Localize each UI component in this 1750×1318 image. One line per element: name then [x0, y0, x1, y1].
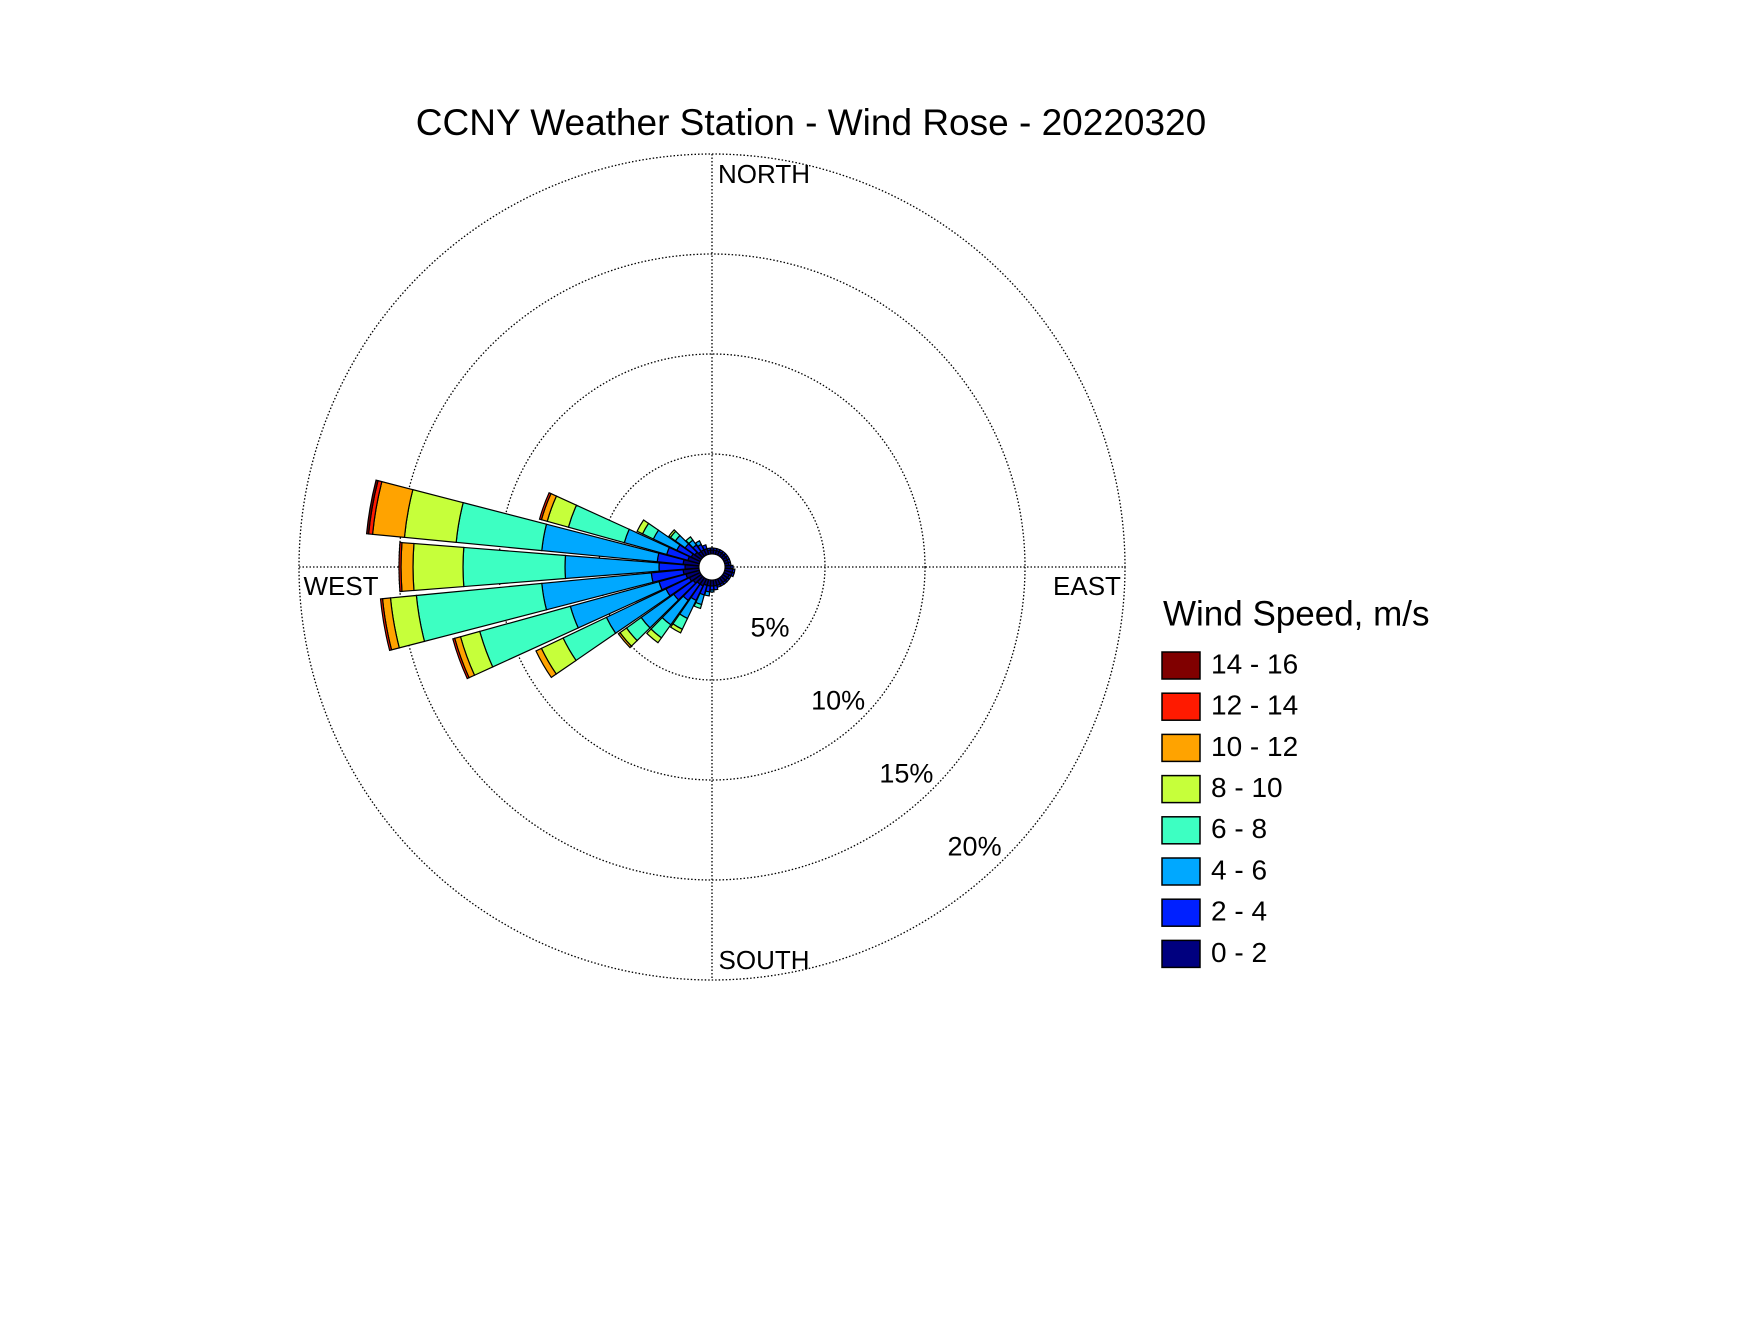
legend-swatch: [1162, 858, 1200, 885]
legend-swatch: [1162, 817, 1200, 844]
legend-label: 8 - 10: [1211, 772, 1283, 803]
legend-label: 2 - 4: [1211, 896, 1267, 927]
direction-label: NORTH: [718, 159, 810, 189]
wind-sector: [413, 544, 464, 591]
legend-swatch: [1162, 899, 1200, 926]
wind-sector: [711, 548, 714, 550]
wind-sector: [731, 565, 733, 568]
legend-swatch: [1162, 652, 1200, 679]
wind-sector: [702, 545, 706, 550]
legend-label: 6 - 8: [1211, 813, 1267, 844]
legend-swatch: [1162, 776, 1200, 803]
legend-label: 14 - 16: [1211, 648, 1298, 679]
wind-sector: [401, 543, 414, 592]
legend-label: 0 - 2: [1211, 937, 1267, 968]
legend-swatch: [1162, 693, 1200, 720]
ring-label: 10%: [811, 685, 865, 715]
direction-label: EAST: [1053, 571, 1121, 601]
wind-sector: [728, 562, 730, 565]
legend-label: 10 - 12: [1211, 731, 1298, 762]
wind-sector: [714, 585, 718, 589]
legend-label: 4 - 6: [1211, 854, 1267, 885]
legend-title: Wind Speed, m/s: [1163, 594, 1430, 633]
legend-swatch: [1162, 940, 1200, 967]
ring-label: 15%: [879, 759, 933, 789]
direction-label: SOUTH: [719, 945, 810, 975]
ring-label: 20%: [948, 832, 1002, 862]
chart-title: CCNY Weather Station - Wind Rose - 20220…: [416, 102, 1206, 143]
legend-label: 12 - 14: [1211, 690, 1298, 721]
ring-label: 5%: [750, 612, 789, 642]
wind-sector: [399, 542, 402, 591]
center-hole: [699, 554, 725, 580]
legend-swatch: [1162, 734, 1200, 761]
wind-sector: [710, 590, 714, 592]
wind-sector: [707, 548, 710, 550]
direction-label: WEST: [303, 571, 378, 601]
